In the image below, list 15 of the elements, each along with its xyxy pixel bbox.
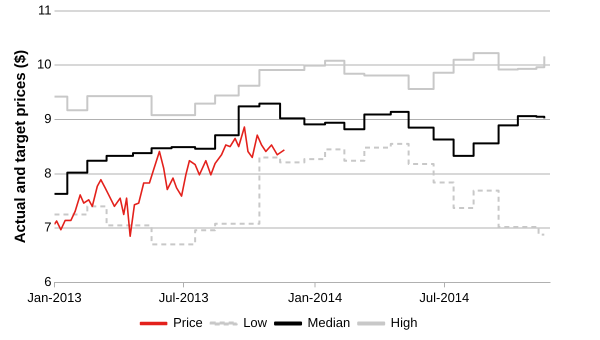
y-axis-title: Actual and target prices ($) (12, 50, 30, 244)
y-tick-label: 9 (44, 111, 52, 126)
y-tick-label: 10 (36, 56, 52, 72)
x-tick-label: Jan-2014 (288, 290, 342, 305)
y-tick-label: 7 (44, 220, 52, 235)
x-tick-label: Jul-2014 (419, 290, 470, 305)
x-tick-label: Jul-2013 (158, 290, 209, 305)
y-tick-label: 6 (44, 274, 52, 289)
legend-label: Median (308, 315, 350, 330)
y-tick-label: 8 (44, 165, 52, 180)
legend-label: Price (173, 315, 203, 330)
y-tick-label: 11 (38, 2, 52, 18)
legend-label: Low (243, 315, 268, 330)
x-tick-label: Jan-2013 (27, 290, 82, 305)
legend-label: High (390, 315, 418, 330)
